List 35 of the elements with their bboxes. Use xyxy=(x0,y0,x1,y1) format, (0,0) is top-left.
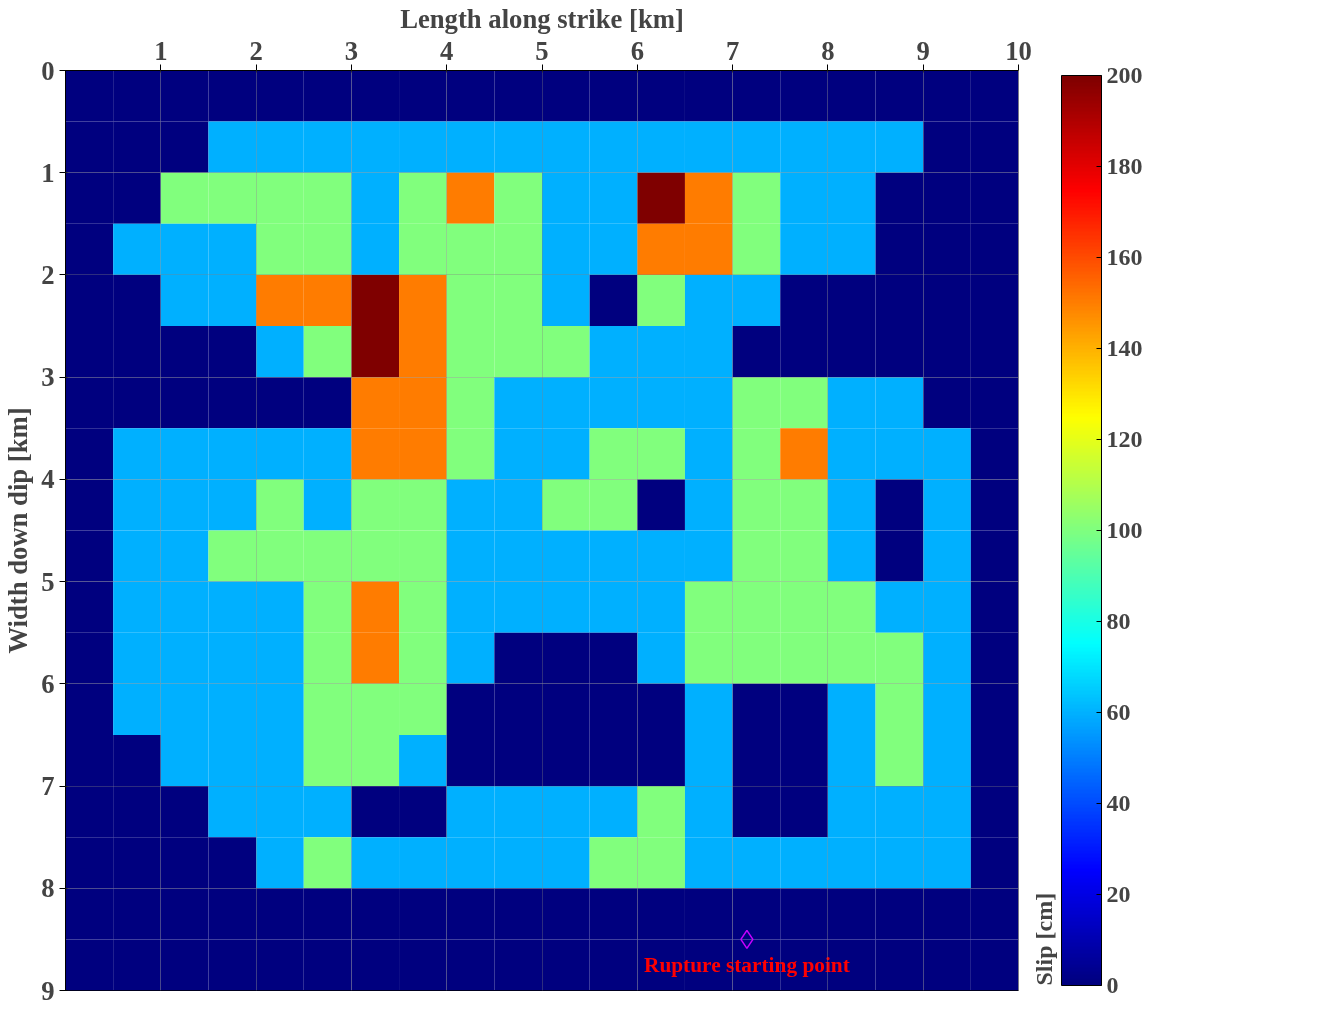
color-bar-label: 120 xyxy=(1106,426,1143,452)
x-tick-label: 7 xyxy=(725,35,740,66)
color-bar-label: 20 xyxy=(1106,881,1131,907)
color-bar-label: 200 xyxy=(1106,62,1143,88)
y-tick-label: 9 xyxy=(41,975,55,1006)
y-tick-label: 5 xyxy=(41,566,55,597)
color-bar-label: 160 xyxy=(1106,244,1143,270)
y-axis-title: Width down dip [km] xyxy=(3,407,34,654)
color-bar-label: 40 xyxy=(1106,790,1131,816)
x-tick-label: 8 xyxy=(821,35,835,66)
color-bar-label: 0 xyxy=(1106,972,1119,998)
y-tick-label: 0 xyxy=(41,55,55,86)
x-tick-label: 1 xyxy=(154,35,168,66)
y-tick-label: 8 xyxy=(41,873,55,904)
x-tick-label: 10 xyxy=(1005,35,1032,66)
y-tick-label: 1 xyxy=(41,157,55,188)
color-bar-label: 180 xyxy=(1106,153,1143,179)
x-tick-label: 6 xyxy=(630,35,644,66)
x-tick-label: 4 xyxy=(440,35,454,66)
y-tick-label: 6 xyxy=(41,668,55,699)
x-tick-label: 9 xyxy=(916,35,930,66)
y-tick-label: 3 xyxy=(41,362,55,393)
color-bar-label: 80 xyxy=(1106,608,1131,634)
series-label: Rupture starting point xyxy=(643,953,851,978)
x-tick-label: 3 xyxy=(344,35,359,66)
x-tick-label: 2 xyxy=(249,35,263,66)
y-tick-label: 7 xyxy=(41,771,55,802)
x-tick-label: 5 xyxy=(535,35,549,66)
color-bar-label: 140 xyxy=(1106,335,1143,361)
x-axis-title: Length along strike [km] xyxy=(400,3,684,34)
y-tick-label: 4 xyxy=(41,464,55,495)
color-bar-label: 100 xyxy=(1106,517,1143,543)
color-bar-label: 60 xyxy=(1106,699,1131,725)
y-tick-label: 2 xyxy=(41,259,55,290)
color-bar-title: Slip [cm] xyxy=(1030,892,1057,986)
